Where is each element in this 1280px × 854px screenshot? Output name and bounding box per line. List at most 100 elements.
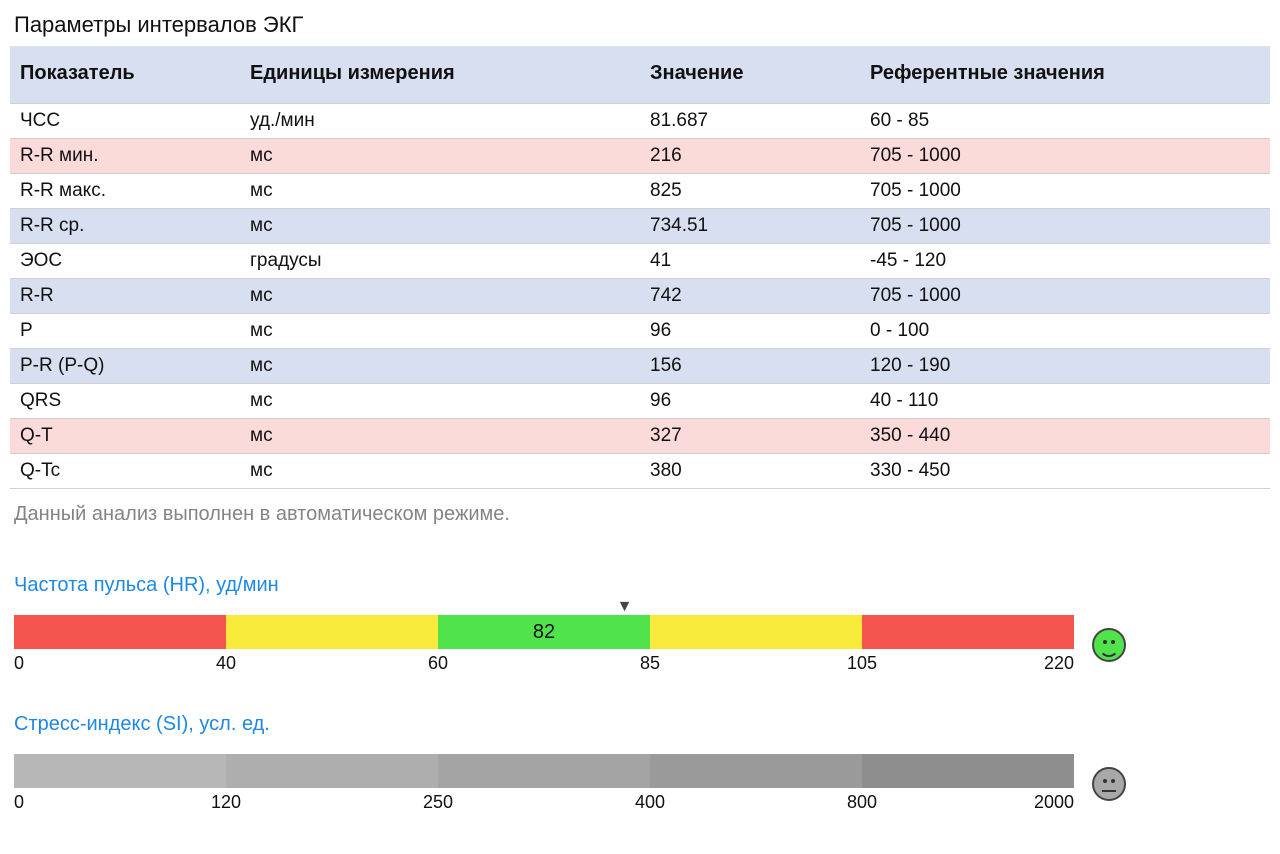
- gauge-segment: [226, 754, 438, 788]
- table-cell: 705 - 1000: [860, 139, 1270, 174]
- gauge-tick-row: 0 120 250 400 800 2000: [14, 792, 1074, 814]
- gauge-segment: [862, 615, 1074, 649]
- table-cell: мс: [240, 384, 640, 419]
- table-cell: мс: [240, 279, 640, 314]
- table-row: ЭОСградусы41-45 - 120: [10, 244, 1270, 279]
- table-cell: 705 - 1000: [860, 209, 1270, 244]
- gauge-tick-label: 120: [211, 792, 241, 813]
- table-row: R-Rмс742705 - 1000: [10, 279, 1270, 314]
- gauge-segment: [862, 754, 1074, 788]
- table-cell: 40 - 110: [860, 384, 1270, 419]
- table-cell: 705 - 1000: [860, 174, 1270, 209]
- table-cell: Q-Tc: [10, 454, 240, 489]
- table-cell: мс: [240, 419, 640, 454]
- gauge-segment: [14, 754, 226, 788]
- gauge-tick-label: 220: [1044, 653, 1074, 674]
- page-title: Параметры интервалов ЭКГ: [14, 12, 1270, 38]
- gauge-bar: 82▼: [14, 615, 1074, 649]
- table-cell: 350 - 440: [860, 419, 1270, 454]
- gauge-tick-row: 0 40 60 85 105 220: [14, 653, 1074, 675]
- table-row: QRSмс9640 - 110: [10, 384, 1270, 419]
- table-row: ЧССуд./мин81.68760 - 85: [10, 104, 1270, 139]
- table-cell: 380: [640, 454, 860, 489]
- table-cell: мс: [240, 139, 640, 174]
- table-row: Q-Tмс327350 - 440: [10, 419, 1270, 454]
- table-cell: 705 - 1000: [860, 279, 1270, 314]
- gauge-tick-label: 60: [428, 653, 448, 674]
- table-cell: R-R мин.: [10, 139, 240, 174]
- gauge-segment: [438, 754, 650, 788]
- gauge-tick-label: 85: [640, 653, 660, 674]
- table-cell: Q-T: [10, 419, 240, 454]
- table-cell: мс: [240, 174, 640, 209]
- status-face-neutral-icon: [1092, 767, 1126, 801]
- gauge-hr: Частота пульса (HR), уд/мин 82▼ 0 40 60 85 105…: [14, 574, 1270, 675]
- status-face-happy-icon: [1092, 628, 1126, 662]
- gauge-segment: [650, 615, 862, 649]
- auto-analysis-footnote: Данный анализ выполнен в автоматическом …: [14, 503, 1270, 526]
- table-cell: -45 - 120: [860, 244, 1270, 279]
- table-cell: 216: [640, 139, 860, 174]
- gauge-segment: [226, 615, 438, 649]
- gauge-marker-icon: ▼: [617, 599, 633, 615]
- table-cell: 81.687: [640, 104, 860, 139]
- gauge-tick-label: 105: [847, 653, 877, 674]
- gauge-row: 82▼ 0 40 60 85 105 220: [14, 615, 1270, 675]
- gauge-bar: [14, 754, 1074, 788]
- gauge-title: Частота пульса (HR), уд/мин: [14, 574, 1270, 597]
- table-cell: P-R (P-Q): [10, 349, 240, 384]
- table-cell: 742: [640, 279, 860, 314]
- gauge-segment: [650, 754, 862, 788]
- col-header-value: Значение: [640, 46, 860, 104]
- table-cell: 96: [640, 384, 860, 419]
- table-cell: градусы: [240, 244, 640, 279]
- gauge-segment: [438, 615, 650, 649]
- gauge-tick-label: 400: [635, 792, 665, 813]
- gauge-bar-wrap: 0 120 250 400 800 2000: [14, 754, 1074, 814]
- table-cell: мс: [240, 454, 640, 489]
- table-cell: R-R макс.: [10, 174, 240, 209]
- table-row: Pмс960 - 100: [10, 314, 1270, 349]
- table-cell: мс: [240, 209, 640, 244]
- table-row: R-R ср.мс734.51705 - 1000: [10, 209, 1270, 244]
- table-cell: 0 - 100: [860, 314, 1270, 349]
- table-cell: ЧСС: [10, 104, 240, 139]
- table-row: Q-Tcмс380330 - 450: [10, 454, 1270, 489]
- table-cell: P: [10, 314, 240, 349]
- table-cell: мс: [240, 314, 640, 349]
- table-cell: 96: [640, 314, 860, 349]
- table-row: R-R макс.мс825705 - 1000: [10, 174, 1270, 209]
- table-row: R-R мин.мс216705 - 1000: [10, 139, 1270, 174]
- table-cell: мс: [240, 349, 640, 384]
- table-cell: уд./мин: [240, 104, 640, 139]
- table-cell: 330 - 450: [860, 454, 1270, 489]
- gauge-row: 0 120 250 400 800 2000: [14, 754, 1270, 814]
- gauge-tick-label: 2000: [1034, 792, 1074, 813]
- table-cell: 734.51: [640, 209, 860, 244]
- col-header-units: Единицы измерения: [240, 46, 640, 104]
- gauge-bar-wrap: 82▼ 0 40 60 85 105 220: [14, 615, 1074, 675]
- table-header-row: Показатель Единицы измерения Значение Ре…: [10, 46, 1270, 104]
- table-cell: 60 - 85: [860, 104, 1270, 139]
- gauge-segment: [14, 615, 226, 649]
- table-cell: R-R: [10, 279, 240, 314]
- col-header-indicator: Показатель: [10, 46, 240, 104]
- table-cell: QRS: [10, 384, 240, 419]
- table-cell: 327: [640, 419, 860, 454]
- gauge-tick-label: 800: [847, 792, 877, 813]
- gauge-title: Стресс-индекс (SI), усл. ед.: [14, 713, 1270, 736]
- gauge-si: Стресс-индекс (SI), усл. ед. 0 120 250 400 80…: [14, 713, 1270, 814]
- table-row: P-R (P-Q)мс156120 - 190: [10, 349, 1270, 384]
- table-cell: ЭОС: [10, 244, 240, 279]
- table-cell: 120 - 190: [860, 349, 1270, 384]
- col-header-reference: Референтные значения: [860, 46, 1270, 104]
- gauge-tick-label: 250: [423, 792, 453, 813]
- gauge-tick-label: 0: [14, 653, 24, 674]
- gauge-tick-label: 0: [14, 792, 24, 813]
- table-cell: R-R ср.: [10, 209, 240, 244]
- gauge-tick-label: 40: [216, 653, 236, 674]
- table-cell: 41: [640, 244, 860, 279]
- table-cell: 825: [640, 174, 860, 209]
- ecg-intervals-table: Показатель Единицы измерения Значение Ре…: [10, 46, 1270, 489]
- table-cell: 156: [640, 349, 860, 384]
